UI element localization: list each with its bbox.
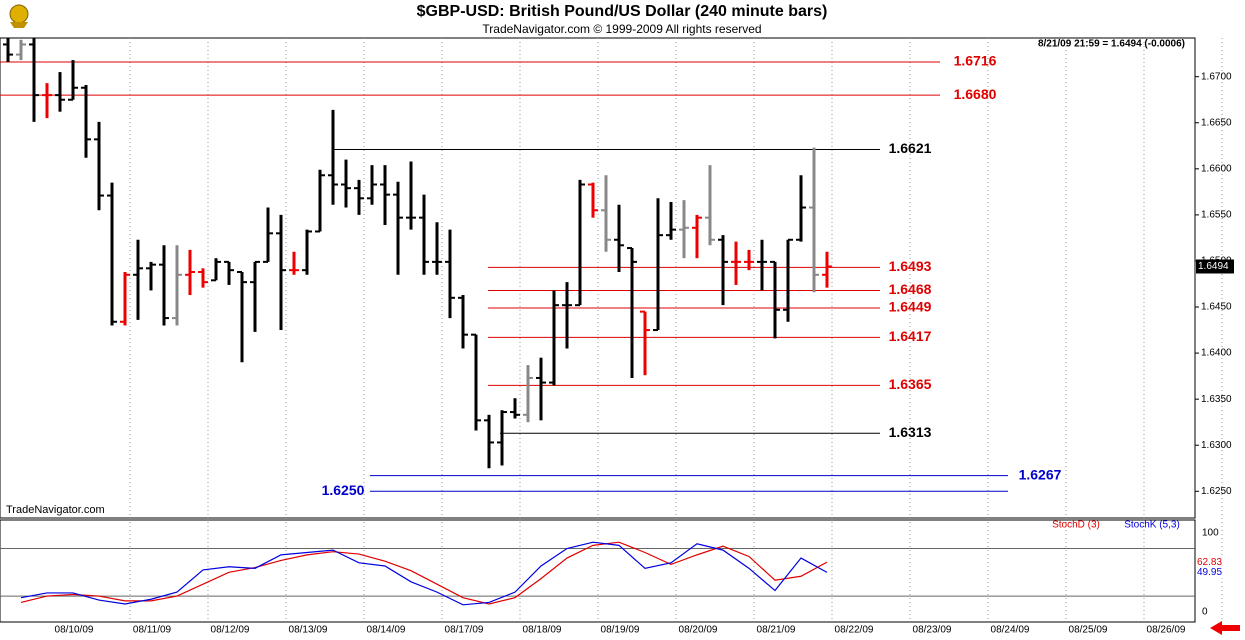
x-tick-label: 08/19/09	[601, 625, 640, 636]
legend-entry: StochK (5,3)	[1124, 520, 1180, 531]
y-tick-label: 1.6600	[1201, 163, 1232, 174]
y-tick-label: 1.6400	[1201, 348, 1232, 359]
level-label: 1.6680	[954, 86, 997, 102]
y-tick-label: 1.6450	[1201, 302, 1232, 313]
x-tick-label: 08/21/09	[757, 625, 796, 636]
level-label: 1.6716	[954, 53, 997, 69]
level-label: 1.6493	[889, 258, 932, 274]
logo	[9, 4, 29, 28]
x-tick-label: 08/20/09	[679, 625, 718, 636]
title: $GBP-USD: British Pound/US Dollar (240 m…	[417, 3, 828, 20]
last-value-label: 49.95	[1197, 567, 1222, 578]
x-tick-label: 08/25/09	[1069, 625, 1108, 636]
last-value-box	[1196, 556, 1226, 569]
watermark: TradeNavigator.com	[6, 504, 105, 516]
stoch-line	[20, 541, 828, 606]
x-tick-label: 08/23/09	[913, 625, 952, 636]
level-label: 1.6468	[889, 281, 932, 297]
y-tick-label: 1.6250	[1201, 486, 1232, 497]
status: 8/21/09 21:59 = 1.6494 (-0.0006)	[1038, 39, 1185, 50]
y-tick-label: 1.6650	[1201, 117, 1232, 128]
last-value-box	[1196, 566, 1226, 579]
x-tick-label: 08/24/09	[991, 625, 1030, 636]
last-value-label: 62.83	[1197, 557, 1222, 568]
scroll-arrow[interactable]	[1210, 621, 1240, 635]
level-label: 1.6417	[889, 328, 932, 344]
x-tick-label: 08/10/09	[55, 625, 94, 636]
y-tick-label: 1.6350	[1201, 394, 1232, 405]
x-tick-label: 08/13/09	[289, 625, 328, 636]
stoch-panel	[0, 519, 1196, 623]
x-tick-label: 08/12/09	[211, 625, 250, 636]
x-tick-label: 08/17/09	[445, 625, 484, 636]
x-tick-label: 08/26/09	[1147, 625, 1186, 636]
last-price-label: 1.6494	[1198, 261, 1229, 272]
x-tick-label: 08/11/09	[133, 625, 172, 636]
x-tick-label: 08/22/09	[835, 625, 874, 636]
level-label: 1.6449	[889, 299, 932, 315]
y-tick-label: 100	[1202, 527, 1219, 538]
y-tick-label: 1.6700	[1201, 71, 1232, 82]
level-label: 1.6365	[889, 376, 932, 392]
y-tick-label: 1.6550	[1201, 210, 1232, 221]
x-tick-label: 08/18/09	[523, 625, 562, 636]
level-label: 1.6267	[1019, 466, 1062, 482]
level-label: 1.6313	[889, 424, 932, 440]
x-tick-label: 08/14/09	[367, 625, 406, 636]
level-label: 1.6621	[889, 140, 932, 156]
y-tick-label: 1.6300	[1201, 440, 1232, 451]
last-price-box	[1196, 259, 1234, 274]
legend-entry: StochD (3)	[1052, 520, 1100, 531]
y-tick-label: 0	[1202, 607, 1208, 618]
level-label: 1.6250	[322, 482, 365, 498]
stoch-line	[20, 541, 828, 605]
subtitle: TradeNavigator.com © 1999-2009 All right…	[482, 22, 761, 36]
